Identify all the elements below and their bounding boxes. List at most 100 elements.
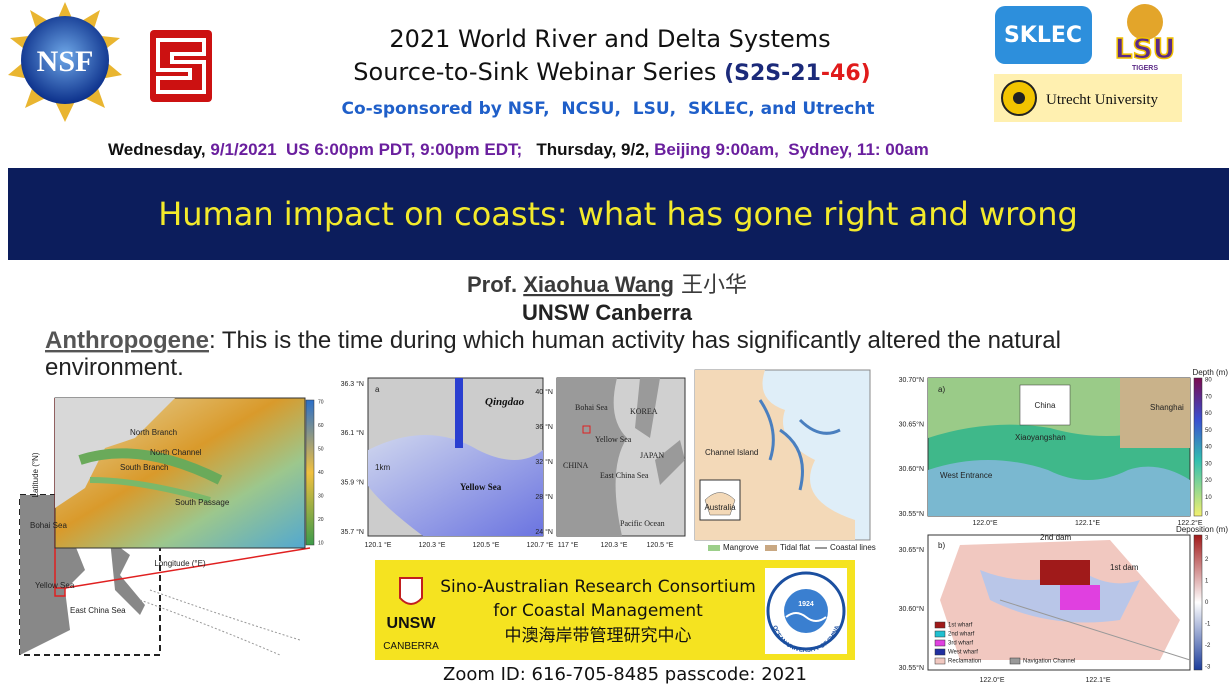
map-label: KOREA (630, 407, 658, 416)
title-line2: Source-to-Sink Webinar Series (S2S-21-46… (353, 58, 870, 86)
legend-label: Tidal flat (780, 543, 811, 552)
map-label: West Entrance (940, 471, 993, 480)
utrecht-logo: Utrecht University (994, 74, 1182, 122)
tick-label: 120.1 °E (365, 541, 392, 549)
tick-label: 36.1 °N (341, 429, 364, 437)
tick-label: 40 °N (535, 388, 553, 396)
tick-label: 36.3 °N (341, 380, 364, 388)
definition-line2: environment. (45, 354, 184, 381)
banner (8, 168, 1229, 260)
date-part: Wednesday, (108, 140, 210, 159)
tick-label: 40 (1205, 445, 1212, 451)
legend-swatch (934, 621, 946, 629)
tick-label: 10 (1205, 495, 1212, 501)
tick-label: 50 (318, 446, 324, 452)
consortium-line2: for Coastal Management (493, 601, 703, 621)
colorbar-title: Deposition (m) (1176, 525, 1228, 534)
tick-label: 30 (318, 493, 324, 499)
utrecht-text: Utrecht University (1046, 92, 1159, 108)
tick-label: -2 (1205, 643, 1211, 649)
tick-label: 0 (1205, 512, 1209, 518)
legend: 1st wharf 2nd wharf 3rd wharf West wharf Rec… (934, 621, 1075, 665)
map-label: Yellow Sea (460, 482, 502, 492)
date-line: Wednesday, 9/1/2021 US 6:00pm PDT, 9:00p… (108, 140, 929, 159)
panel-label: a (375, 385, 380, 394)
tick-label: 36 °N (535, 423, 553, 431)
tick-label: 120.7 °E (527, 541, 554, 549)
nsf-logo: NSF (8, 2, 122, 122)
tick-label: 30.55°N (899, 510, 924, 518)
tick-label: 24 °N (535, 528, 553, 536)
legend-swatch (934, 639, 946, 647)
map-label: Channel Island (705, 448, 758, 457)
tick-label: 20 (318, 517, 324, 523)
tick-label: 30 (1205, 461, 1212, 467)
axis-label: Latitude (°N) (31, 452, 40, 497)
tick-label: 2 (1205, 557, 1209, 563)
consortium-line3: 中澳海岸带管理研究中心 (505, 626, 692, 646)
map2: a Qingdao Yellow Sea 1km (367, 377, 544, 537)
tick-label: -3 (1205, 665, 1211, 671)
tick-label: 30.55°N (899, 664, 924, 672)
map-label: South Branch (120, 463, 168, 472)
series-code-b: -46) (821, 61, 871, 86)
map-label: Yellow Sea (595, 435, 632, 444)
sklec-logo: SKLEC (995, 6, 1092, 64)
date-part: Thursday, 9/2, (522, 140, 654, 159)
lsu-text: LSU (1115, 32, 1176, 65)
tick-label: 120.3 °E (601, 541, 628, 549)
legend-swatch (934, 630, 946, 638)
map3: Bohai Sea KOREA Yellow Sea CHINA JAPAN E… (556, 377, 686, 537)
legend-swatch (934, 657, 946, 665)
colorbar-title: Depth (m) (1192, 368, 1228, 377)
legend-swatch (708, 545, 720, 551)
tick-label: 120.3 °E (419, 541, 446, 549)
map-label: Bohai Sea (575, 403, 608, 412)
lsu-sub: TIGERS (1132, 65, 1158, 72)
map-label: Yellow Sea (35, 581, 75, 590)
tick-label: 30.65°N (899, 421, 924, 429)
tick-label: 120.5 °E (473, 541, 500, 549)
consortium-line1: Sino-Australian Research Consortium (440, 577, 756, 597)
ocean-year: 1924 (798, 601, 814, 608)
tick-label: 30.65°N (899, 546, 924, 554)
axis-label: Longitude (°E) (154, 559, 206, 568)
map-label: Australia (704, 503, 736, 512)
definition-line1: Anthropogene: This is the time during wh… (45, 327, 1061, 354)
map-label: Pacific Ocean (620, 519, 665, 528)
tick-label: 120.5 °E (647, 541, 674, 549)
map-label: Qingdao (485, 396, 525, 408)
tick-label: 122.0°E (973, 519, 998, 527)
map-label: 1km (375, 463, 390, 472)
tick-label: 122.1°E (1075, 519, 1100, 527)
map-label: South Passage (175, 498, 230, 507)
tick-label: 30.60°N (899, 465, 924, 473)
map-label: CHINA (563, 461, 589, 470)
tick-label: 50 (1205, 428, 1212, 434)
map1: North Branch South Branch North Channel … (19, 397, 315, 656)
map4: Channel Island Australia Mangrove Tidal … (694, 369, 876, 552)
definition-text: : This is the time during which human ac… (209, 327, 1061, 354)
legend-label: 1st wharf (948, 623, 973, 629)
tick-label: 0 (1205, 600, 1209, 606)
speaker-name-cn: 王小华 (674, 273, 747, 298)
speaker-prefix: Prof. (467, 272, 523, 297)
legend-label: 3rd wharf (948, 641, 973, 647)
legend-label: 2nd wharf (948, 632, 975, 638)
map-label: 1st dam (1110, 563, 1139, 572)
speaker-name: Prof. Xiaohua Wang 王小华 (467, 272, 747, 298)
legend-label: Coastal lines (830, 543, 876, 552)
tick-label: 35.7 °N (341, 528, 364, 536)
map-label: East China Sea (70, 606, 126, 615)
cosponsor: Co-sponsored by NSF, NCSU, LSU, SKLEC, a… (342, 99, 875, 119)
tick-label: 32 °N (535, 458, 553, 466)
legend-label: Mangrove (723, 543, 759, 552)
nsf-text: NSF (37, 45, 94, 78)
map5: a) Depth (m) China Shanghai West Entranc… (927, 368, 1228, 517)
tick-label: 10 (318, 540, 324, 546)
map-label: East China Sea (600, 471, 649, 480)
tick-label: 1 (1205, 579, 1209, 585)
legend-label: Navigation Channel (1023, 659, 1075, 665)
